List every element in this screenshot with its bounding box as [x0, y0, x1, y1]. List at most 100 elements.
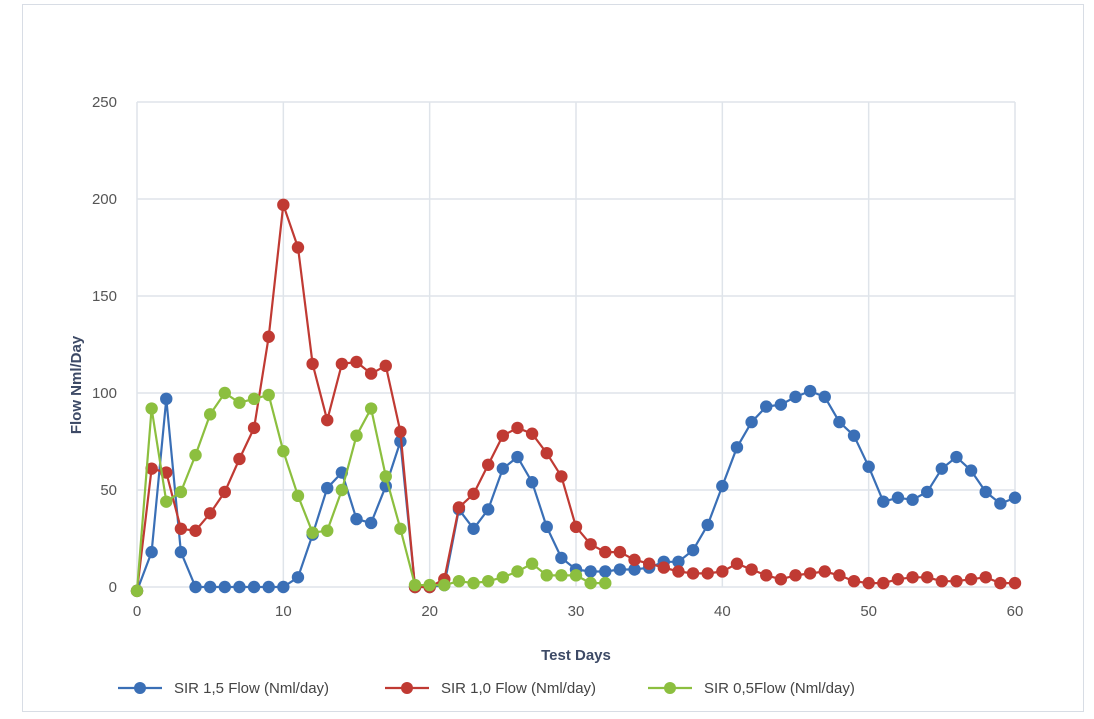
data-point — [891, 491, 905, 504]
data-point — [686, 567, 700, 580]
data-point — [540, 446, 553, 460]
line-chart: 0 50 100 150 200 250 0 10 20 30 40 50 60 Flow Nml/D… — [68, 94, 1024, 697]
data-point — [686, 543, 700, 557]
data-point — [584, 538, 597, 551]
legend-marker — [401, 682, 413, 694]
data-point — [350, 429, 363, 442]
data-point — [364, 516, 378, 530]
x-tick-label: 50 — [860, 603, 877, 620]
data-point — [218, 386, 231, 400]
y-axis-ticks: 0 50 100 150 200 250 — [92, 94, 117, 596]
data-point — [511, 450, 524, 464]
data-point — [789, 569, 802, 582]
data-point — [803, 567, 817, 580]
data-point — [452, 501, 466, 514]
data-point — [511, 421, 524, 435]
data-point — [555, 470, 568, 483]
data-point — [262, 580, 275, 594]
data-point — [818, 390, 831, 404]
data-point — [921, 485, 934, 499]
legend-entry-1: SIR 1,5 Flow (Nml/day) — [118, 680, 329, 697]
gridlines — [136, 101, 1016, 588]
legend-label: SIR 1,5 Flow (Nml/day) — [174, 680, 329, 697]
data-point — [964, 464, 978, 477]
data-point — [906, 493, 919, 506]
data-point — [950, 574, 963, 588]
data-point — [979, 485, 992, 499]
data-point — [291, 489, 305, 503]
data-point — [525, 476, 539, 489]
data-point — [935, 574, 949, 588]
data-point — [482, 574, 495, 588]
data-point — [321, 524, 334, 537]
data-point — [145, 462, 158, 475]
legend: SIR 1,5 Flow (Nml/day) SIR 1,0 Flow (Nml/… — [118, 680, 855, 697]
data-point — [291, 571, 305, 584]
y-tick-label: 100 — [92, 385, 117, 402]
data-point — [760, 400, 773, 413]
y-tick-label: 150 — [92, 288, 117, 305]
data-point — [511, 565, 524, 578]
data-point — [247, 580, 261, 594]
data-point — [174, 485, 188, 499]
data-point — [394, 425, 407, 438]
data-point — [350, 355, 363, 369]
data-point — [964, 573, 978, 586]
data-point — [994, 497, 1007, 510]
data-point — [672, 555, 685, 568]
y-tick-label: 50 — [100, 482, 117, 499]
y-tick-label: 250 — [92, 94, 117, 111]
data-point — [877, 495, 890, 508]
data-point — [277, 445, 290, 458]
data-point — [774, 398, 788, 411]
data-point — [321, 481, 334, 495]
x-tick-label: 30 — [568, 603, 585, 620]
x-tick-label: 60 — [1007, 603, 1024, 620]
legend-marker — [134, 682, 146, 694]
data-point — [496, 429, 510, 442]
x-tick-label: 0 — [133, 603, 141, 620]
x-tick-label: 40 — [714, 603, 731, 620]
data-point — [394, 522, 407, 535]
data-point — [613, 563, 627, 576]
data-point — [877, 576, 890, 590]
x-tick-label: 20 — [421, 603, 438, 620]
data-point — [145, 545, 158, 559]
data-point — [467, 487, 480, 501]
data-point — [203, 408, 217, 421]
data-point — [423, 578, 436, 592]
data-point — [584, 576, 597, 590]
data-point — [847, 574, 861, 588]
data-point — [599, 576, 612, 590]
data-point — [379, 470, 392, 483]
data-point — [364, 402, 378, 415]
y-axis-title: Flow Nml/Day — [68, 335, 85, 434]
data-point — [350, 512, 363, 526]
data-point — [203, 580, 217, 594]
data-point — [774, 573, 788, 586]
data-point — [189, 524, 202, 537]
data-point — [174, 545, 188, 559]
data-point — [233, 580, 246, 594]
data-point — [218, 485, 231, 499]
data-point — [950, 450, 963, 464]
data-point — [525, 557, 539, 570]
data-point — [891, 573, 905, 586]
data-point — [628, 563, 641, 576]
data-point — [233, 452, 246, 466]
data-point — [803, 384, 817, 398]
data-point — [730, 557, 744, 570]
data-point — [979, 571, 992, 584]
legend-label: SIR 0,5Flow (Nml/day) — [704, 680, 855, 697]
data-point — [555, 551, 568, 565]
legend-marker — [664, 682, 676, 694]
data-point — [906, 571, 919, 584]
data-point — [628, 553, 641, 567]
data-point — [613, 545, 627, 559]
data-point — [130, 584, 144, 598]
data-point — [452, 574, 466, 588]
data-point — [189, 448, 202, 462]
data-point — [277, 580, 290, 594]
data-point — [247, 421, 261, 435]
data-point — [306, 357, 319, 371]
